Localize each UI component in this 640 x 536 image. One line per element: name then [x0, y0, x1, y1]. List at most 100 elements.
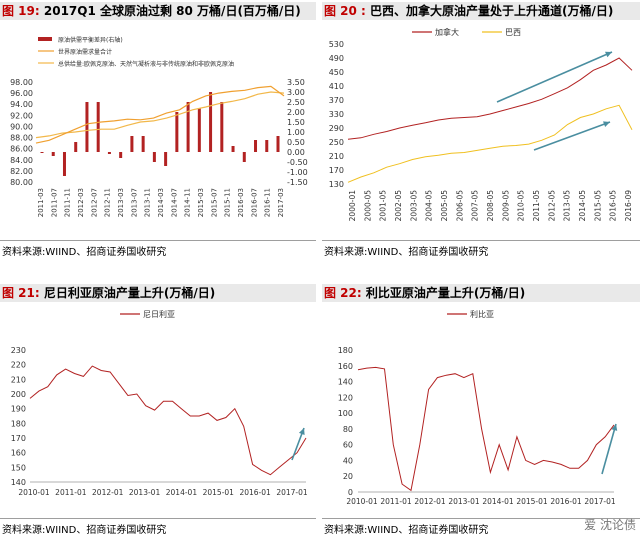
y-tick-label: 490: [329, 54, 344, 63]
y-tick-label: 230: [11, 346, 26, 355]
x-tick-label: 2016-01: [550, 497, 582, 506]
bar: [220, 102, 224, 152]
y-tick-label: 120: [338, 393, 353, 402]
y-tick-label: 250: [329, 138, 344, 147]
y-tick-label: 80: [343, 425, 353, 434]
y-tick-label: 100: [338, 409, 353, 418]
trend-arrow-canada: [496, 51, 613, 103]
bar: [254, 140, 258, 152]
y-left-tick-label: 86.00: [10, 145, 33, 154]
bar: [276, 136, 280, 152]
divider: [322, 240, 640, 241]
y-right-tick-label: 1.50: [287, 118, 305, 127]
x-tick-label: 2016-07: [250, 188, 258, 217]
y-tick-label: 330: [329, 110, 344, 119]
series-line-brazil: [347, 104, 633, 183]
y-right-tick-label: -0.50: [287, 158, 308, 167]
x-tick-label: 2013-01: [129, 488, 161, 497]
y-right-tick-label: 3.00: [287, 88, 305, 97]
y-tick-label: 170: [11, 434, 26, 443]
legend-entry: 原油供需平衡差异(右轴): [58, 36, 123, 44]
figure-20-header: 图 20 : 巴西、加拿大原油产量处于上升通道(万桶/日): [322, 2, 640, 20]
bar: [96, 102, 100, 152]
x-tick-label: 2011-11: [64, 188, 72, 217]
divider: [0, 240, 316, 241]
bar: [231, 146, 235, 152]
y-tick-label: 160: [11, 449, 26, 458]
trend-arrow-head: [611, 424, 618, 431]
bar: [130, 136, 134, 152]
bar: [119, 152, 123, 158]
x-tick-label: 2016-03: [237, 188, 245, 217]
bar: [209, 92, 213, 152]
chart-21: 尼日利亚 140 150 160 170 180 190 200 210 220 230 2010-0…: [11, 309, 308, 497]
y-left-tick-label: 90.00: [10, 122, 33, 131]
y-right-tick-label: -1.50: [287, 178, 308, 187]
figure-20-panel: 图 20 : 巴西、加拿大原油产量处于上升通道(万桶/日) 加拿大 巴西 130 17…: [322, 0, 640, 262]
y-tick-label: 370: [329, 96, 344, 105]
figure-21-number: 图 21:: [2, 286, 40, 300]
bar: [265, 140, 269, 152]
y-left-tick-label: 92.00: [10, 111, 33, 120]
x-tick-label: 2011-05: [532, 190, 541, 222]
y-tick-label: 410: [329, 82, 344, 91]
x-tick-label: 2014-01: [166, 488, 198, 497]
x-tick-label: 2016-01: [239, 488, 271, 497]
y-left-tick-label: 84.00: [10, 156, 33, 165]
y-tick-label: 180: [338, 346, 353, 355]
bar: [62, 152, 66, 176]
figure-22-source: 资料来源:WIIND、招商证券国收研究: [324, 525, 489, 536]
bar: [85, 102, 89, 152]
y-tick-label: 190: [11, 405, 26, 414]
legend-entry: 总供给量:欧佩克原油、天然气凝析液与非传统原油和非欧佩克原油: [58, 60, 234, 68]
trend-arrow-head: [298, 428, 305, 435]
figure-21-title: 尼日利亚原油产量上升(万桶/日): [43, 286, 216, 300]
y-right-tick-label: 0.00: [287, 148, 305, 157]
series-line-canada: [347, 57, 633, 140]
y-left-tick-label: 96.00: [10, 89, 33, 98]
x-tick-label: 2011-03: [37, 188, 45, 217]
watermark: 爱 沈论债: [584, 518, 636, 532]
x-tick-label: 2015-07: [210, 188, 218, 217]
y-right-tick-label: 2.50: [287, 98, 305, 107]
x-tick-label: 2011-01: [380, 497, 412, 506]
figure-19-source: 资料来源:WIIND、招商证券国收研究: [2, 247, 167, 258]
bar: [74, 142, 78, 152]
x-tick-label: 2015-01: [203, 488, 235, 497]
x-tick-label: 2013-05: [563, 190, 572, 222]
figure-22-panel: 图 22: 利比亚原油产量上升(万桶/日) 利比亚 0 20 40 60 80 100 120…: [322, 284, 640, 536]
x-tick-label: 2010-01: [346, 497, 378, 506]
trend-arrow: [601, 423, 617, 475]
x-tick-label: 2015-11: [224, 188, 232, 217]
legend-entry: 利比亚: [470, 309, 494, 319]
figure-21-source: 资料来源:WIIND、招商证券国收研究: [2, 525, 167, 536]
x-tick-label: 2014-03: [157, 188, 165, 217]
legend-swatch: [38, 37, 52, 41]
x-tick-label: 2013-11: [144, 188, 152, 217]
bar: [141, 136, 145, 152]
y-tick-label: 210: [329, 152, 344, 161]
x-tick-label: 2003-05: [409, 190, 418, 222]
x-tick-label: 2010-05: [517, 190, 526, 222]
divider: [322, 518, 640, 519]
bar: [40, 152, 44, 153]
figure-19-number: 图 19:: [2, 4, 40, 18]
y-tick-label: 200: [11, 390, 26, 399]
x-tick-label: 2017-03: [277, 188, 285, 217]
x-tick-label: 2000-01: [348, 190, 357, 222]
x-tick-label: 2013-07: [130, 188, 138, 217]
y-tick-label: 140: [11, 478, 26, 487]
legend-entry: 巴西: [505, 28, 521, 37]
y-tick-label: 170: [329, 166, 344, 175]
x-tick-label: 2005-05: [440, 190, 449, 222]
y-right-tick-label: 2.00: [287, 108, 305, 117]
series-line-nigeria: [29, 365, 307, 476]
x-tick-label: 2012-01: [414, 497, 446, 506]
x-tick-label: 2012-05: [547, 190, 556, 222]
y-tick-label: 130: [329, 180, 344, 189]
y-right-tick-label: 0.50: [287, 138, 305, 147]
figure-22-header: 图 22: 利比亚原油产量上升(万桶/日): [322, 284, 640, 302]
y-right-tick-label: 3.50: [287, 78, 305, 87]
y-right-tick-label: 1.00: [287, 128, 305, 137]
bar: [242, 152, 246, 162]
